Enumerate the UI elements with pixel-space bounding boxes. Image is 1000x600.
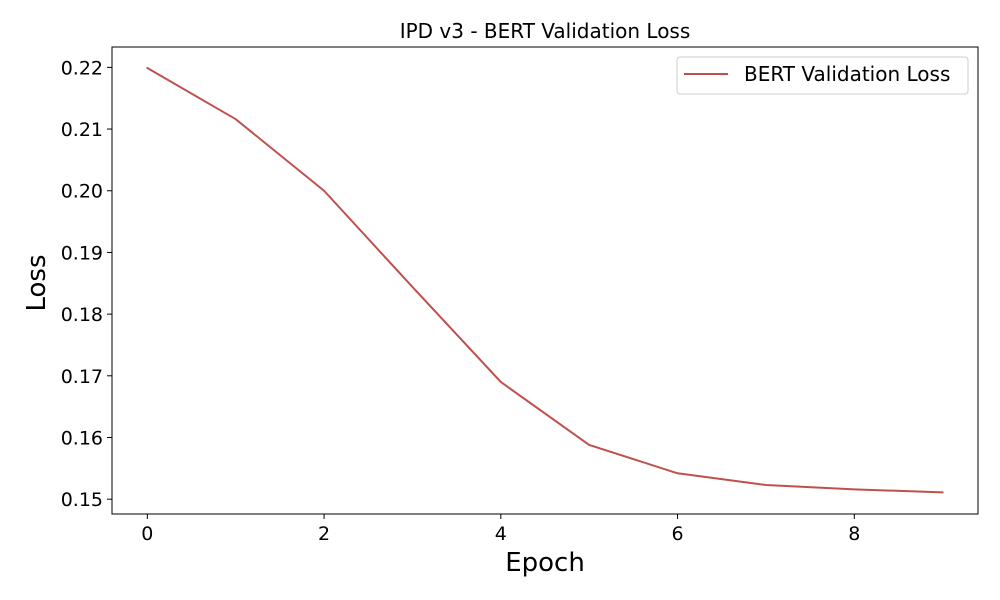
- y-tick-label: 0.21: [61, 119, 103, 141]
- x-axis: 0 2 4 6 8: [141, 514, 860, 545]
- y-tick-label: 0.17: [61, 366, 103, 388]
- y-tick-label: 0.20: [61, 181, 103, 203]
- y-tick-label: 0.22: [61, 57, 103, 79]
- legend-box: [676, 56, 969, 95]
- y-axis-title: Loss: [22, 254, 52, 311]
- series-layer: [146, 66, 944, 494]
- y-axis: 0.15 0.16 0.17 0.18 0.19 0.20 0.21 0.22: [61, 57, 112, 511]
- x-tick-label: 4: [495, 523, 507, 545]
- x-tick-label: 6: [672, 523, 684, 545]
- legend-label: BERT Validation Loss: [744, 62, 950, 86]
- y-tick-label: 0.15: [61, 489, 103, 511]
- x-axis-title: Epoch: [505, 548, 585, 578]
- x-tick-label: 0: [141, 523, 153, 545]
- plot-area: [111, 46, 979, 515]
- chart-title: IPD v3 - BERT Validation Loss: [400, 19, 691, 43]
- y-tick-label: 0.19: [61, 242, 103, 264]
- y-tick-label: 0.16: [61, 428, 103, 450]
- x-tick-label: 8: [848, 523, 860, 545]
- series-line: [146, 66, 944, 494]
- y-tick-label: 0.18: [61, 304, 103, 326]
- x-tick-label: 2: [318, 523, 330, 545]
- legend: BERT Validation Loss: [676, 56, 969, 95]
